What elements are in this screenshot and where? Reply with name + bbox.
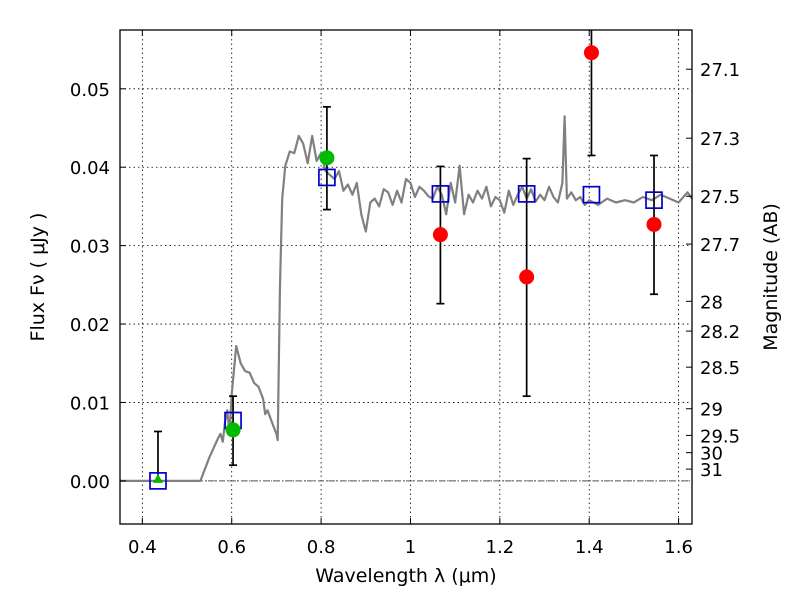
y-axis-ticks: 0.00 0.01 0.02 0.03 0.04 0.05 <box>70 80 126 493</box>
right-tick-label: 27.7 <box>700 235 740 256</box>
right-tick-label: 31 <box>700 460 723 481</box>
red-circle-marker <box>519 269 535 285</box>
x-axis-label: Wavelength λ (μm) <box>315 565 496 587</box>
model-square-marker <box>431 185 450 203</box>
red-circle-marker <box>646 216 662 232</box>
y-tick-label: 0.04 <box>70 158 110 179</box>
right-tick-label: 27.5 <box>700 187 740 208</box>
x-tick-label: 1.6 <box>664 537 693 558</box>
x-axis-ticks: 0.4 0.6 0.8 1 1.2 1.4 1.6 <box>128 30 693 558</box>
green-triangle-marker <box>152 473 163 483</box>
red-circle-marker <box>583 45 599 61</box>
x-tick-label: 0.8 <box>307 537 336 558</box>
y-axis-label: Flux Fν ( μJy ) <box>27 213 49 342</box>
y-tick-label: 0.00 <box>70 472 110 493</box>
x-tick-label: 0.6 <box>217 537 246 558</box>
right-tick-label: 29.5 <box>700 426 740 447</box>
spectrum-line <box>120 115 693 482</box>
grid-lines <box>120 30 692 524</box>
model-spectrum <box>120 115 693 482</box>
model-square-marker <box>517 185 536 203</box>
x-tick-label: 1 <box>405 537 416 558</box>
model-photometry-squares <box>149 168 663 490</box>
plot-frame <box>119 29 693 525</box>
right-tick-label: 30 <box>700 444 723 465</box>
y-tick-label: 0.02 <box>70 315 110 336</box>
y-tick-label: 0.01 <box>70 393 110 414</box>
model-square-marker <box>149 472 167 490</box>
right-tick-label: 28 <box>700 292 723 313</box>
observed-photometry-points <box>152 45 662 483</box>
y-tick-label: 0.03 <box>70 237 110 258</box>
right-tick-label: 28.2 <box>700 322 740 343</box>
right-axis-label: Magnitude (AB) <box>760 203 782 351</box>
right-tick-label: 29 <box>700 400 723 421</box>
green-circle-marker <box>225 422 241 438</box>
model-square-marker <box>582 185 601 204</box>
x-tick-label: 1.2 <box>486 537 515 558</box>
model-square-marker <box>645 191 663 210</box>
red-circle-marker <box>432 227 448 243</box>
right-tick-label: 27.1 <box>700 60 740 81</box>
right-tick-label: 27.3 <box>700 129 740 150</box>
right-tick-label: 28.5 <box>700 358 740 379</box>
green-circle-marker <box>319 150 335 166</box>
x-tick-label: 1.4 <box>575 537 604 558</box>
x-tick-label: 0.4 <box>128 537 157 558</box>
model-square-marker <box>318 168 336 187</box>
y-tick-label: 0.05 <box>70 80 110 101</box>
